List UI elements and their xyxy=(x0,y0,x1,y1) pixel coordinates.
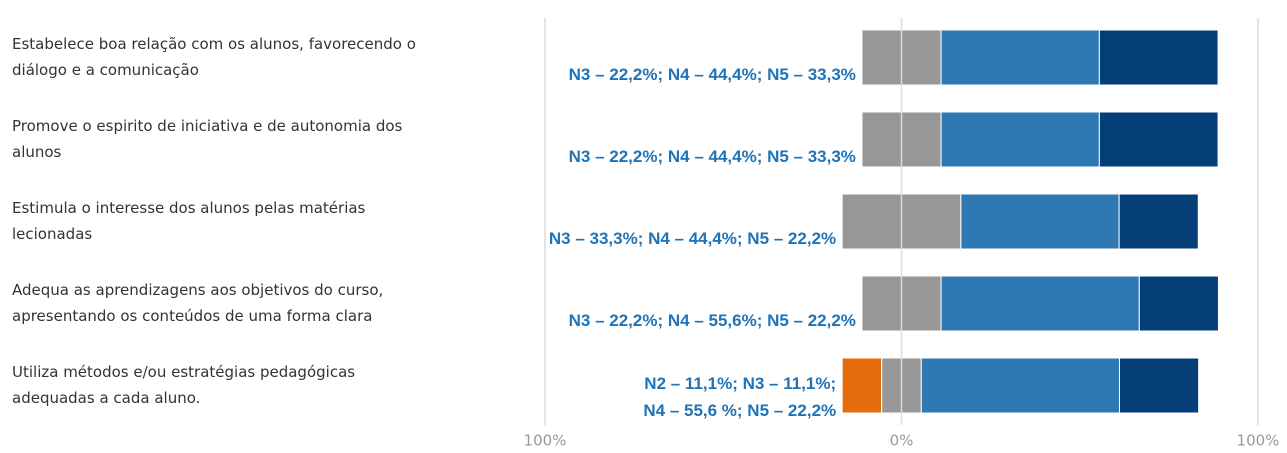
bar-segment xyxy=(1098,29,1219,86)
x-tick-label: 100% xyxy=(524,432,567,450)
annotation: N3 – 33,3%; N4 – 44,4%; N5 – 22,2% xyxy=(549,229,836,248)
category-label: diálogo e a comunicação xyxy=(12,61,199,79)
bar-segment xyxy=(940,111,1100,168)
bar-segment xyxy=(1138,275,1219,332)
category-label: lecionadas xyxy=(12,225,92,243)
x-tick-label: 0% xyxy=(890,432,914,450)
annotation: N3 – 22,2%; N4 – 44,4%; N5 – 33,3% xyxy=(569,147,856,166)
bar-segment xyxy=(1118,193,1199,250)
bar-segment xyxy=(940,275,1140,332)
annotation: N4 – 55,6 %; N5 – 22,2% xyxy=(643,401,836,420)
category-label: Promove o espirito de iniciativa e de au… xyxy=(12,117,403,135)
bar-segment xyxy=(940,29,1100,86)
bar-segment xyxy=(1098,111,1219,168)
bar-segment xyxy=(841,357,883,414)
category-label: Estabelece boa relação com os alunos, fa… xyxy=(12,35,416,53)
category-label: alunos xyxy=(12,143,62,161)
category-label: Utiliza métodos e/ou estratégias pedagóg… xyxy=(12,363,355,381)
bar-segment xyxy=(1118,357,1200,414)
annotation: N3 – 22,2%; N4 – 55,6%; N5 – 22,2% xyxy=(569,311,856,330)
x-tick-label: 100% xyxy=(1237,432,1280,450)
category-label: Adequa as aprendizagens aos objetivos do… xyxy=(12,281,383,299)
category-label: apresentando os conteúdos de uma forma c… xyxy=(12,307,372,325)
bar-segment xyxy=(960,193,1120,250)
annotation: N3 – 22,2%; N4 – 44,4%; N5 – 33,3% xyxy=(569,65,856,84)
category-label: Estimula o interesse dos alunos pelas ma… xyxy=(12,199,366,217)
annotation: N2 – 11,1%; N3 – 11,1%; xyxy=(644,374,836,393)
category-label: adequadas a cada aluno. xyxy=(12,389,200,407)
bar-segment xyxy=(920,357,1120,414)
